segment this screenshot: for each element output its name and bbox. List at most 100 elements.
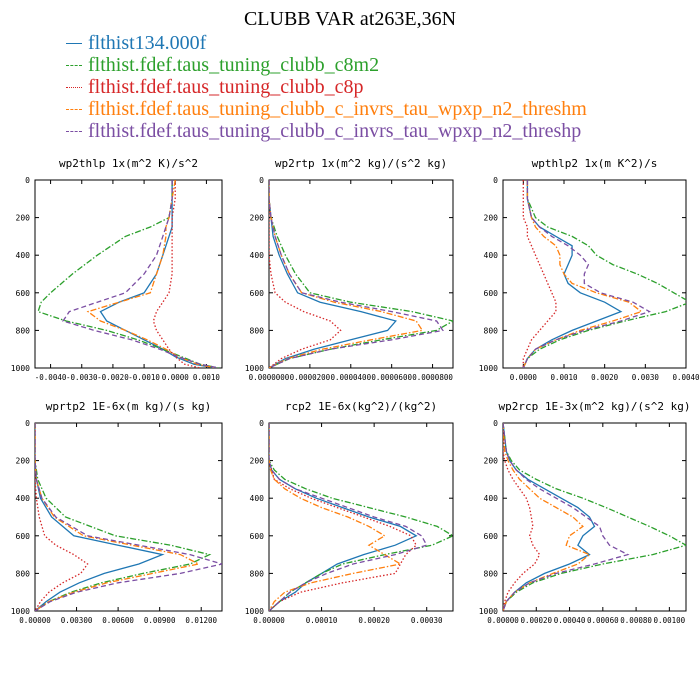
- y-tick-label: 600: [484, 532, 499, 541]
- x-tick-label: 0.0040: [672, 373, 700, 382]
- x-tick-label: 0.00600: [102, 616, 134, 625]
- chart-panel: wp2rcp 1E-3x(m^2 kg)/(s^2 kg)0 200 400 600 8…: [479, 400, 691, 625]
- series-line: [503, 423, 630, 611]
- legend-label: flthist.fdef.taus_tuning_clubb_c_invrs_t…: [88, 120, 582, 142]
- figure-title: CLUBB VAR at263E,36N: [243, 8, 457, 30]
- series-line: [152, 180, 201, 368]
- x-tick-label: 0.0010: [193, 373, 221, 382]
- x-tick-label: 0.00000: [19, 616, 51, 625]
- series-line: [503, 423, 686, 611]
- x-tick-label: -0.0030: [66, 373, 98, 382]
- y-tick-label: 200: [250, 457, 265, 466]
- y-tick-label: 1000: [245, 607, 264, 616]
- y-tick-label: 400: [250, 494, 265, 503]
- series-line: [61, 180, 220, 368]
- y-tick-label: 0: [259, 176, 264, 185]
- x-tick-label: 0.01200: [185, 616, 217, 625]
- chart-panel: wprtp2 1E-6x(m kg)/(s kg) 0 200 400 600 800 10…: [11, 400, 223, 625]
- legend-label: flthist.fdef.taus_tuning_clubb_c8m2: [88, 54, 380, 76]
- series-line: [503, 423, 596, 611]
- chart-panel: rcp2 1E-6x(kg^2)/(kg^2) 0 200 400 600 800 1000…: [245, 400, 454, 625]
- chart-title: wp2rcp 1E-3x(m^2 kg)/(s^2 kg): [498, 400, 690, 413]
- x-tick-label: 0.00300: [61, 616, 93, 625]
- chart-title: wprtp2 1E-6x(m kg)/(s kg): [46, 400, 212, 413]
- series-line: [99, 180, 216, 368]
- legend-label: flthist.fdef.taus_tuning_clubb_c8p: [88, 76, 364, 98]
- y-tick-label: 1000: [245, 364, 264, 373]
- x-tick-label: 0.0000: [162, 373, 190, 382]
- chart-title: wp2thlp 1x(m^2 K)/s^2: [59, 157, 198, 170]
- legend-entry: flthist.fdef.taus_tuning_clubb_c_invrs_t…: [66, 120, 587, 142]
- x-tick-label: 0.0000: [510, 373, 538, 382]
- y-tick-label: 0: [493, 176, 498, 185]
- y-tick-label: 0: [259, 419, 264, 428]
- series-line: [522, 180, 557, 368]
- y-tick-label: 0: [25, 176, 30, 185]
- series-line: [269, 180, 397, 368]
- y-tick-label: 1000: [479, 364, 498, 373]
- y-tick-label: 200: [484, 457, 499, 466]
- x-tick-label: -0.0040: [35, 373, 67, 382]
- y-tick-label: 600: [484, 289, 499, 298]
- y-tick-label: 400: [16, 251, 31, 260]
- series-line: [503, 423, 591, 611]
- series-line: [37, 180, 220, 368]
- legend-entry: flthist.fdef.taus_tuning_clubb_c8m2: [66, 54, 587, 76]
- y-tick-label: 600: [16, 289, 31, 298]
- chart-panel: wp2thlp 1x(m^2 K)/s^2 0 200 400 600 800 1000 -0…: [11, 157, 223, 382]
- y-tick-label: 400: [484, 494, 499, 503]
- series-line: [269, 180, 424, 368]
- plot-frame: [502, 422, 687, 612]
- x-tick-label: 0.0000000: [249, 373, 290, 382]
- legend-entry: flthist.fdef.taus_tuning_clubb_c_invrs_t…: [66, 98, 587, 120]
- y-tick-label: 0: [25, 419, 30, 428]
- y-tick-label: 800: [250, 569, 265, 578]
- x-tick-label: 0.00010: [306, 616, 338, 625]
- legend-entry: flthist134.000f: [66, 32, 587, 54]
- y-tick-label: 600: [250, 532, 265, 541]
- x-tick-label: 0.00030: [411, 616, 443, 625]
- series-line: [35, 423, 212, 611]
- y-tick-label: 400: [16, 494, 31, 503]
- series-line: [35, 423, 165, 611]
- legend-swatch: [66, 130, 82, 132]
- y-tick-label: 600: [250, 289, 265, 298]
- series-line: [86, 180, 216, 368]
- chart-title: wp2rtp 1x(m^2 kg)/(s^2 kg): [275, 157, 447, 170]
- x-tick-label: 0.0000400: [330, 373, 371, 382]
- series-line: [269, 180, 444, 368]
- series-line: [269, 180, 453, 368]
- legend-swatch: [66, 42, 82, 44]
- x-tick-label: 0.00060: [587, 616, 619, 625]
- plot-frame: [34, 179, 223, 369]
- legend-label: flthist134.000f: [88, 32, 207, 54]
- x-tick-label: 0.00020: [520, 616, 552, 625]
- legend-swatch: [66, 86, 82, 88]
- x-tick-label: 0.00900: [144, 616, 176, 625]
- y-tick-label: 800: [484, 326, 499, 335]
- y-tick-label: 800: [16, 326, 31, 335]
- series-line: [35, 423, 222, 611]
- series-line: [522, 180, 623, 368]
- chart-panel: wp2rtp 1x(m^2 kg)/(s^2 kg) 0 200 400 600 800 1…: [245, 157, 454, 382]
- y-tick-label: 1000: [11, 364, 30, 373]
- legend-entry: flthist.fdef.taus_tuning_clubb_c8p: [66, 76, 587, 98]
- x-tick-label: 0.00000: [253, 616, 285, 625]
- y-tick-label: 400: [484, 251, 499, 260]
- plot-frame: [34, 422, 223, 612]
- series-line: [269, 180, 342, 368]
- y-tick-label: 800: [16, 569, 31, 578]
- x-tick-label: 0.0000600: [371, 373, 412, 382]
- x-tick-label: 0.00040: [554, 616, 586, 625]
- y-tick-label: 400: [250, 251, 265, 260]
- chart-title: rcp2 1E-6x(kg^2)/(kg^2): [285, 400, 437, 413]
- x-tick-label: 0.00100: [654, 616, 686, 625]
- x-tick-label: -0.0010: [128, 373, 160, 382]
- legend-swatch: [66, 64, 82, 66]
- chart-panel: wpthlp2 1x(m K^2)/s 0 200 400 600 800 1000 0.00…: [479, 157, 700, 382]
- x-tick-label: 0.0000800: [412, 373, 453, 382]
- plot-frame: [268, 179, 454, 369]
- y-tick-label: 600: [16, 532, 31, 541]
- y-tick-label: 0: [493, 419, 498, 428]
